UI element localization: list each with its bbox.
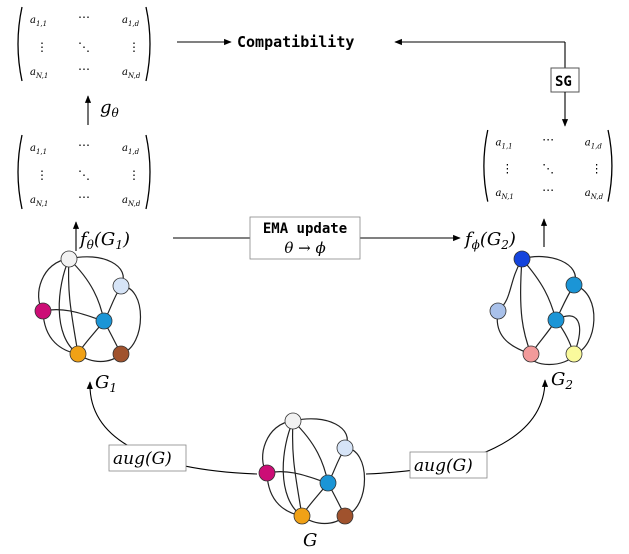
matrix-vdots-right: ⋮ [591, 162, 603, 176]
g-edge [266, 471, 329, 484]
theta-to-phi-label: θ → ϕ [284, 239, 325, 257]
matrix-vdots-right: ⋮ [128, 168, 140, 182]
g-node [336, 507, 354, 525]
g1-node [60, 250, 78, 268]
g2-node [565, 276, 583, 294]
aug-left-box [108, 444, 187, 472]
matrix-vdots-left: ⋮ [36, 40, 48, 54]
g1-edge [67, 258, 79, 355]
matrix-vdots-left: ⋮ [501, 162, 513, 176]
matrix-entry-top-left: a1,1 [30, 143, 47, 156]
g1-node [69, 345, 87, 363]
matrix-output-g-theta: a1,1 a1,d aN,1 aN,d ⋯ ⋯ ⋮ ⋮ ⋱ [17, 6, 151, 82]
matrix-ddots: ⋱ [78, 40, 90, 54]
matrix-vdots-left: ⋮ [36, 168, 48, 182]
matrix-entry-top-right: a1,d [122, 143, 140, 156]
g1-edge [58, 258, 79, 355]
g-node [258, 464, 276, 482]
matrix-entry-top-right: a1,d [122, 15, 140, 28]
matrix-vdots-right: ⋮ [128, 40, 140, 54]
matrix-entry-bottom-right: aN,d [585, 188, 604, 201]
matrix-hdots-top: ⋯ [78, 10, 90, 24]
matrix-embedding-f-theta: a1,1 a1,d aN,1 aN,d ⋯ ⋯ ⋮ ⋮ ⋱ [17, 134, 151, 210]
ema-update-label: EMA update [263, 221, 347, 237]
f-phi-label: fϕ(G2) [463, 229, 516, 252]
g2-edge [497, 258, 523, 312]
matrix-left-bracket [17, 6, 23, 82]
g-node [284, 412, 302, 430]
matrix-left-bracket [483, 129, 489, 202]
sg-label: SG [555, 74, 572, 90]
f-theta-label: fθ(G1) [78, 229, 130, 252]
matrix-embedding-f-phi: a1,1 a1,d aN,1 aN,d ⋯ ⋯ ⋮ ⋮ ⋱ [483, 129, 613, 202]
matrix-hdots-bottom: ⋯ [542, 183, 554, 197]
matrix-right-bracket [145, 134, 151, 210]
g2-edge [520, 258, 532, 355]
g1-label: G1 [95, 372, 117, 395]
graph-g2 [489, 250, 595, 365]
matrix-entry-bottom-right: aN,d [122, 195, 141, 208]
g1-node [112, 345, 130, 363]
matrix-entry-bottom-left: aN,1 [30, 195, 48, 208]
matrix-entry-bottom-left: aN,1 [30, 67, 48, 80]
g-edge [344, 447, 365, 517]
matrix-entry-bottom-left: aN,1 [496, 188, 514, 201]
g-node [319, 474, 337, 492]
matrix-right-bracket [145, 6, 151, 82]
matrix-hdots-bottom: ⋯ [78, 190, 90, 204]
matrix-hdots-top: ⋯ [542, 133, 554, 147]
ema-box [249, 216, 361, 260]
matrix-entry-top-left: a1,1 [30, 15, 47, 28]
matrix-entry-top-left: a1,1 [496, 137, 513, 150]
g2-node [522, 345, 540, 363]
sg-box [550, 67, 580, 93]
g2-edge [521, 258, 557, 321]
g-node [293, 507, 311, 525]
aug-arrow-right [365, 379, 549, 475]
matrix-hdots-top: ⋯ [78, 138, 90, 152]
aug-left-label: aug(G) [113, 449, 172, 469]
g1-node [34, 302, 52, 320]
graph-g1 [34, 250, 141, 363]
g-label: G [303, 530, 317, 551]
aug-right-label: aug(G) [414, 456, 473, 476]
aug-right-box [409, 451, 488, 479]
g1-node [112, 277, 130, 295]
matrix-right-bracket [607, 129, 613, 202]
graph-g [258, 412, 365, 525]
g1-edge [120, 285, 141, 355]
matrix-ddots: ⋱ [78, 168, 90, 182]
g1-node [95, 312, 113, 330]
g-edge [291, 420, 303, 517]
g2-node [547, 311, 565, 329]
matrix-left-bracket [17, 134, 23, 210]
g-edge [282, 420, 303, 517]
g1-edge [42, 309, 105, 322]
g2-node [489, 302, 507, 320]
g2-label: G2 [551, 369, 573, 392]
compatibility-label: Compatibility [237, 33, 354, 51]
g2-node [513, 250, 531, 268]
g-node [336, 439, 354, 457]
matrix-hdots-bottom: ⋯ [78, 62, 90, 76]
g-theta-label: gθ [100, 97, 120, 120]
matrix-entry-bottom-right: aN,d [122, 67, 141, 80]
g2-node [565, 345, 583, 363]
matrix-entry-top-right: a1,d [585, 137, 603, 150]
matrix-ddots: ⋱ [542, 162, 554, 176]
